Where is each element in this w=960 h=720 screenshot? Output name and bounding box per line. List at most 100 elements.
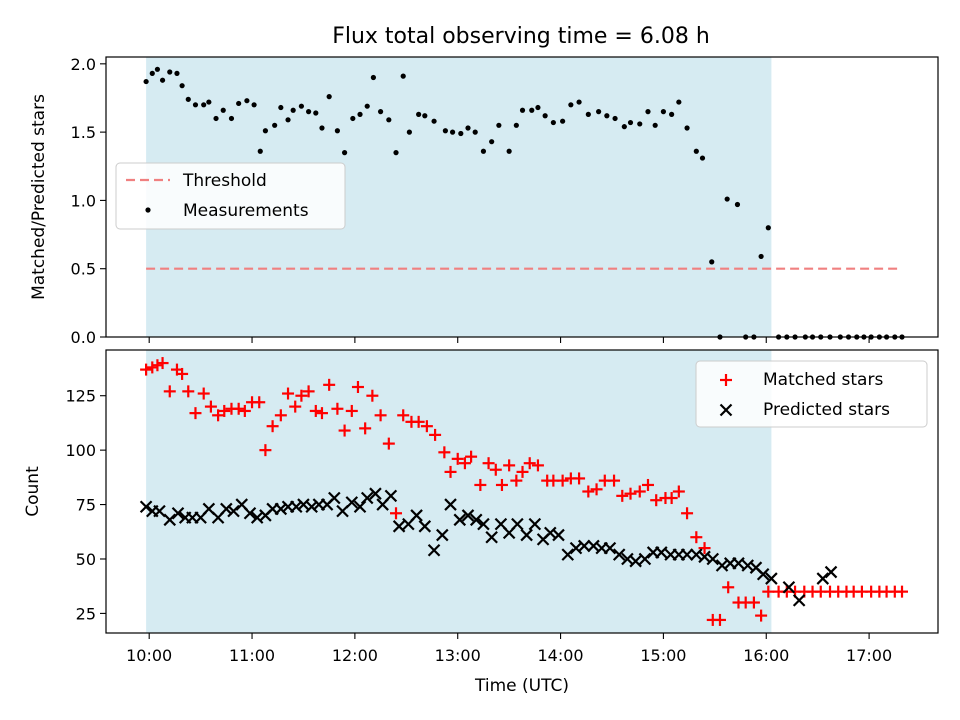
predicted-star-point [436, 528, 449, 542]
bottom-observing-span [146, 350, 772, 633]
matched-star-point [523, 457, 536, 470]
matched-star-point [690, 531, 703, 544]
legend-matched-label: Matched stars [763, 370, 883, 390]
y-tick-label: 0.5 [71, 260, 96, 279]
measurement-point [709, 259, 715, 265]
y-tick-label: 1.0 [71, 191, 96, 210]
measurement-point [159, 77, 166, 83]
x-axis-label: Time (UTC) [474, 676, 569, 696]
measurement-point [480, 148, 487, 154]
matched-star-point [573, 472, 586, 485]
y-tick-label: 25 [76, 604, 96, 623]
matched-star-point [650, 494, 663, 507]
measurement-point [550, 119, 556, 126]
matched-star-point [309, 404, 322, 417]
measurement-point [458, 130, 464, 137]
measurement-point [319, 125, 325, 131]
measurement-point [442, 128, 448, 134]
measurement-point [449, 129, 456, 135]
measurement-point [377, 109, 384, 115]
predicted-star-point [520, 528, 533, 542]
matched-star-point [140, 363, 153, 376]
measurement-point [228, 115, 235, 122]
legend-box [115, 162, 346, 230]
measurement-point [535, 104, 541, 111]
matched-star-point [289, 400, 302, 413]
measurement-point [236, 100, 242, 107]
measurement-point [364, 103, 370, 109]
matched-star-point [474, 478, 487, 491]
measurement-point [676, 99, 682, 105]
x-tick-label: 15:00 [640, 646, 686, 665]
measurement-point [637, 121, 643, 127]
measurement-point [542, 113, 548, 119]
predicted-star-point [384, 489, 398, 503]
matched-star-point [698, 542, 711, 555]
y-tick-label: 100 [65, 441, 96, 460]
matched-star-point [345, 404, 358, 417]
measurement-point [489, 139, 495, 145]
predicted-star-point [139, 500, 153, 514]
measurement-point [699, 155, 706, 161]
predicted-star-point [360, 491, 374, 505]
predicted-star-point [305, 500, 318, 514]
predicted-star-point [756, 567, 770, 581]
matched-star-point [582, 485, 595, 498]
y-tick-label: 50 [76, 550, 96, 569]
predicted-star-point [782, 581, 796, 594]
legend-threshold-label: Threshold [182, 171, 267, 191]
measurement-point [519, 107, 526, 113]
measurement-point [143, 78, 149, 85]
measurement-point [393, 150, 399, 156]
measurement-point [220, 107, 226, 113]
bottom-panel: 25 50 75 100 125 10:00 11:00 12:00 13:00 14:00 15… [23, 349, 939, 696]
matched-star-point [747, 596, 760, 609]
predicted-star-point [469, 513, 483, 527]
matched-star-point [182, 385, 195, 398]
top-y-ticks: 0.0 0.5 1.0 1.5 2.0 [71, 55, 106, 347]
predicted-star-point [243, 506, 257, 520]
predicted-star-point [477, 517, 490, 531]
predicted-star-point [824, 565, 838, 579]
measurement-point [431, 118, 437, 124]
matched-star-point [495, 478, 508, 491]
x-tick-label: 14:00 [538, 646, 584, 665]
measurement-point [669, 111, 675, 117]
predicted-star-point [274, 502, 288, 516]
bottom-legend: Matched stars Predicted stars [695, 360, 928, 428]
legend-measurement-label: Measurements [183, 201, 309, 221]
measurement-point [213, 115, 219, 122]
predicted-star-point [485, 530, 498, 544]
measurement-point [416, 111, 422, 117]
chart-title: Flux total observing time = 6.08 h [332, 24, 710, 49]
bottom-y-ticks: 25 50 75 100 125 [65, 387, 106, 623]
measurement-point [206, 99, 212, 105]
matched-star-point [390, 507, 403, 520]
matched-star-point [204, 400, 217, 413]
predicted-star-point [603, 541, 617, 555]
x-tick-label: 17:00 [846, 646, 892, 665]
matched-star-point [315, 407, 328, 420]
matched-star-point [762, 585, 775, 598]
measurement-point [621, 124, 627, 130]
measurement-point [174, 70, 180, 76]
legend-box [695, 360, 928, 428]
matched-star-point [374, 409, 387, 422]
predicted-star-point [732, 557, 745, 570]
measurement-point [568, 102, 574, 108]
measurement-point [290, 107, 296, 113]
measurement-point [652, 122, 658, 128]
measurement-point [560, 118, 566, 124]
matched-star-point [624, 487, 637, 500]
measurement-point [357, 111, 363, 117]
measurement-point [660, 109, 667, 115]
top-x-ticks [148, 337, 870, 343]
matched-star-point [429, 428, 442, 441]
predicted-star-point [511, 517, 524, 531]
y-tick-label: 0.0 [71, 328, 96, 347]
measurement-point [244, 98, 250, 104]
measurement-point [285, 117, 291, 123]
matched-star-point [482, 457, 495, 470]
matched-star-point [465, 450, 478, 463]
measurement-point [604, 113, 610, 119]
